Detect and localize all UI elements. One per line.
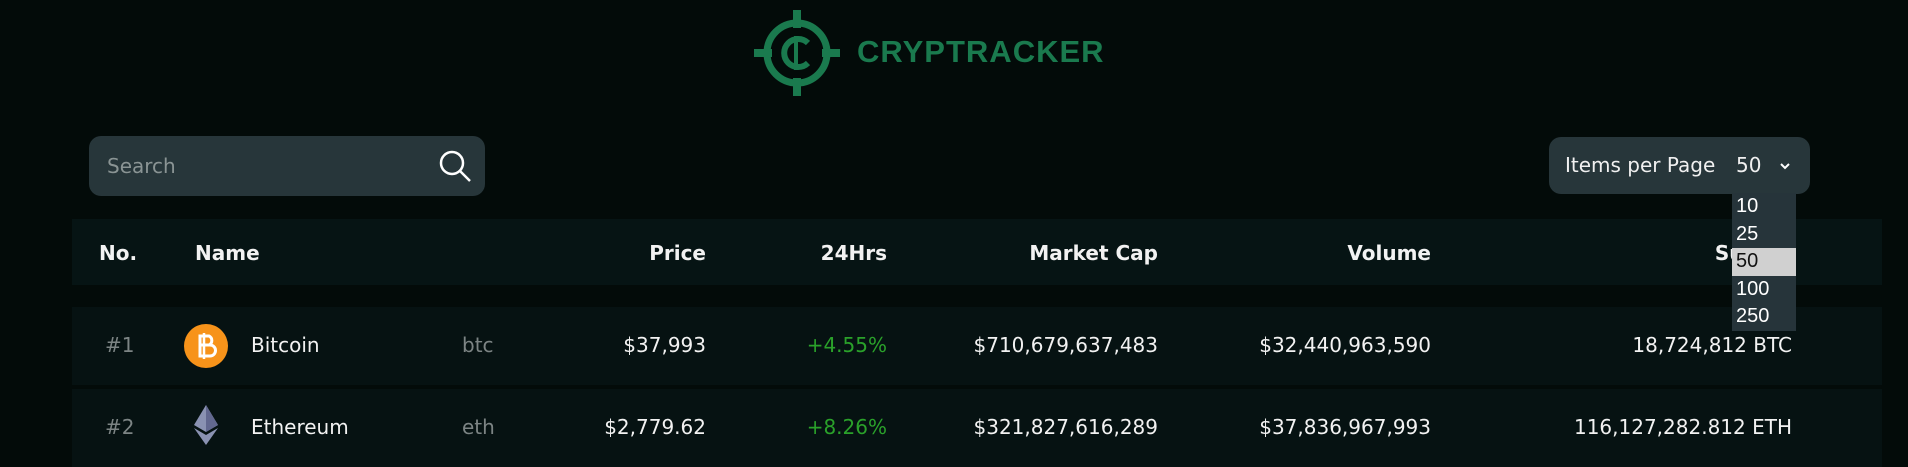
column-header[interactable]: No. <box>99 241 138 265</box>
column-header[interactable]: Name <box>195 241 260 265</box>
items-value[interactable]: 50 <box>1736 153 1762 177</box>
coin-name[interactable]: Ethereum <box>251 415 349 439</box>
volume: $32,440,963,590 <box>1259 333 1431 357</box>
coin-name[interactable]: Bitcoin <box>251 333 320 357</box>
option[interactable]: 25 <box>1736 222 1759 245</box>
coin-icon <box>184 324 228 368</box>
search-placeholder: Search <box>107 154 176 178</box>
logo-text: CRYPTRACKER <box>857 34 1105 69</box>
coin-symbol: eth <box>462 415 495 439</box>
logo-icon <box>754 10 840 96</box>
search-box[interactable]: Search <box>89 136 485 196</box>
items-per-page[interactable]: Items per Page 50 <box>1549 137 1810 194</box>
price: $37,993 <box>623 333 706 357</box>
supply: 18,724,812 BTC <box>1632 333 1792 357</box>
volume: $37,836,967,993 <box>1259 415 1431 439</box>
search-icon[interactable] <box>437 148 473 184</box>
rank: #1 <box>105 333 135 357</box>
items-label: Items per Page <box>1565 153 1716 177</box>
change-24h: +8.26% <box>806 415 887 439</box>
chevron[interactable] <box>1779 161 1791 171</box>
table-row[interactable]: #1 Bitcoin btc $37,993 +4.55% $710,679,6… <box>72 307 1882 385</box>
items-dropdown[interactable]: 10 25 50 100 250 <box>1732 193 1796 331</box>
table-row[interactable]: #2 Ethereum eth $2,779.62 +8.26% $321,82… <box>72 389 1882 467</box>
option-selected[interactable]: 50 <box>1732 248 1796 276</box>
page: {"header": {"logo": "CRYPTRACKER"}, "con… <box>72 10 1882 445</box>
option[interactable]: 100 <box>1736 277 1770 300</box>
column-header[interactable]: Volume <box>1347 241 1431 265</box>
table-header: No. Name Price 24Hrs Market Cap Volume S… <box>72 219 1882 285</box>
column-header[interactable]: Market Cap <box>1029 241 1158 265</box>
column-header[interactable]: Price <box>649 241 706 265</box>
supply: 116,127,282.812 ETH <box>1573 415 1792 439</box>
market-cap: $710,679,637,483 <box>973 333 1159 357</box>
price: $2,779.62 <box>604 415 706 439</box>
rank: #2 <box>105 415 135 439</box>
option[interactable]: 10 <box>1736 195 1759 217</box>
option[interactable]: 250 <box>1736 305 1770 327</box>
coin-symbol: btc <box>462 333 494 357</box>
market-cap: $321,827,616,289 <box>973 415 1159 439</box>
change-24h: +4.55% <box>806 333 887 357</box>
column-header[interactable]: 24Hrs <box>820 241 887 265</box>
coin-icon <box>194 405 218 445</box>
